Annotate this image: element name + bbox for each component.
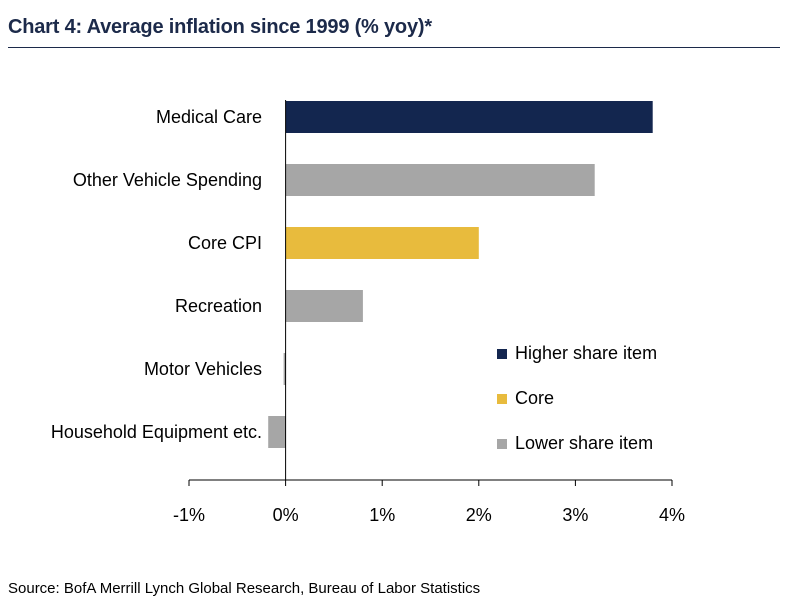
- source-note: Source: BofA Merrill Lynch Global Resear…: [8, 580, 481, 597]
- category-label-other-vehicle-spending: Other Vehicle Spending: [73, 170, 262, 190]
- category-label-core-cpi: Core CPI: [188, 233, 262, 253]
- bar-group: [268, 101, 653, 448]
- tick-labels: -1% 0% 1% 2% 3% 4%: [173, 505, 685, 525]
- legend-label-lower: Lower share item: [515, 433, 653, 453]
- category-label-household-equipment-etc: Household Equipment etc.: [51, 422, 262, 442]
- x-tick-label: 0%: [273, 505, 299, 525]
- x-tick-label: -1%: [173, 505, 205, 525]
- legend-label-core: Core: [515, 388, 554, 408]
- legend-swatch-core: [497, 394, 507, 404]
- legend-label-higher: Higher share item: [515, 343, 657, 363]
- category-label-recreation: Recreation: [175, 296, 262, 316]
- category-labels: Medical Care Other Vehicle Spending Core C…: [51, 107, 262, 442]
- bar-other-vehicle-spending: [285, 164, 595, 196]
- legend-swatch-higher: [497, 349, 507, 359]
- legend: Higher share item Core Lower share item: [497, 343, 657, 453]
- x-tick-label: 1%: [369, 505, 395, 525]
- legend-swatch-lower: [497, 439, 507, 449]
- category-label-medical-care: Medical Care: [156, 107, 262, 127]
- category-label-motor-vehicles: Motor Vehicles: [144, 359, 262, 379]
- bar-chart: Medical Care Other Vehicle Spending Core C…: [51, 100, 685, 525]
- bar-household-equipment-etc: [268, 416, 286, 448]
- chart-title: Chart 4: Average inflation since 1999 (%…: [8, 16, 432, 38]
- x-tick-label: 3%: [562, 505, 588, 525]
- x-tick-label: 2%: [466, 505, 492, 525]
- x-tick-label: 4%: [659, 505, 685, 525]
- bar-core-cpi: [285, 227, 479, 259]
- axes: [188, 100, 673, 486]
- title-divider: [8, 47, 780, 48]
- bar-medical-care: [285, 101, 653, 133]
- bar-motor-vehicles: [283, 353, 286, 385]
- bar-recreation: [285, 290, 363, 322]
